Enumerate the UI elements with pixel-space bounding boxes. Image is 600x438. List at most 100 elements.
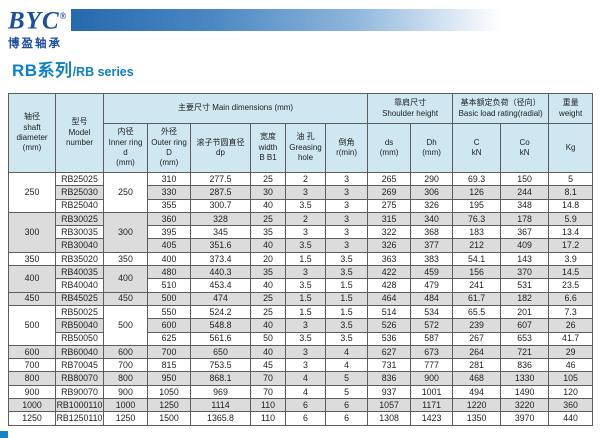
- cell-ds: 731: [367, 358, 412, 373]
- cell-chamfer: 3: [324, 185, 369, 200]
- cell-dh: 1171: [410, 398, 454, 413]
- cell-c-kn: 1350: [452, 411, 502, 426]
- table-row: 400 RB40035 400 480 440.3 35 3 3.5 422 459 156 370 1…: [8, 265, 594, 293]
- cell-ds: 464: [367, 291, 412, 306]
- cell-inner-ring: 300: [103, 211, 148, 253]
- table-row: 700 RB70045 700 815 753.5 45 3 4 731 777 281 836 46: [8, 358, 594, 373]
- cell-co-kn: 348: [500, 198, 550, 213]
- cell-shaft-diameter: 800: [8, 371, 56, 386]
- cell-dh: 479: [410, 278, 454, 293]
- header-roller-pitch-diameter: 滚子节圆直径 dp: [190, 123, 251, 173]
- cell-width: 25: [250, 211, 286, 227]
- cell-model-number: RB1000110: [55, 398, 104, 413]
- table-row: RB40040 510 453.4 40 3.5 1.5 428 479 241 531 23.5: [9, 278, 594, 293]
- cell-c-kn: 183: [452, 225, 502, 240]
- cell-model-number: RB25030: [55, 185, 104, 200]
- cell-width: 35: [250, 265, 286, 280]
- cell-roller-pitch-diameter: 561.6: [190, 331, 251, 346]
- cell-outer-ring: 1250: [147, 398, 191, 413]
- cell-greasing-hole: 3.5: [285, 198, 326, 213]
- cell-dh: 368: [410, 225, 454, 240]
- cell-greasing-hole: 3: [285, 225, 326, 240]
- cell-dh: 340: [410, 211, 454, 227]
- cell-inner-ring: 1000: [103, 398, 148, 413]
- cell-roller-pitch-diameter: 300.7: [190, 198, 251, 213]
- table-header: 轴径 shaft diameter (mm) 型号 Model number 主…: [8, 93, 594, 173]
- cell-outer-ring: 400: [147, 251, 191, 267]
- cell-shaft-diameter: 350: [8, 251, 56, 267]
- brand-logo-text: BYC: [8, 7, 60, 35]
- cell-co-kn: 244: [500, 185, 550, 200]
- cell-ds: 363: [367, 251, 412, 267]
- cell-outer-ring: 815: [147, 358, 191, 373]
- cell-kg: 29: [548, 344, 594, 360]
- cell-co-kn: 409: [500, 238, 550, 253]
- header-greasing-hole: 油 孔 Greasing hole: [285, 123, 326, 173]
- cell-outer-ring: 355: [147, 198, 191, 213]
- cell-greasing-hole: 3.5: [285, 278, 326, 293]
- header-shaft-diameter: 轴径 shaft diameter (mm): [8, 93, 56, 173]
- cell-c-kn: 65.5: [452, 304, 502, 320]
- table-body: 250 RB25025 250 310 277.5 25 2 3 265 290 69.3 150 5 R…: [8, 171, 594, 426]
- cell-model-number: RB40035: [55, 265, 104, 280]
- cell-kg: 7.3: [548, 304, 594, 320]
- cell-co-kn: 653: [500, 331, 550, 346]
- table-row: RB50050 625 561.6 50 3.5 3.5 536 587 267 653 41.7: [9, 331, 594, 346]
- cell-c-kn: 264: [452, 344, 502, 360]
- cell-roller-pitch-diameter: 351.6: [190, 238, 251, 253]
- header-main-dimensions: 主要尺寸 Main dimensions (mm): [102, 93, 369, 124]
- cell-greasing-hole: 3: [285, 318, 326, 333]
- cell-c-kn: 468: [452, 371, 502, 386]
- cell-c-kn: 69.3: [452, 171, 502, 187]
- cell-dh: 534: [410, 304, 454, 320]
- cell-c-kn: 239: [452, 318, 502, 333]
- cell-greasing-hole: 3: [285, 265, 326, 280]
- cell-chamfer: 1.5: [324, 291, 369, 306]
- cell-width: 25: [250, 304, 286, 320]
- cell-chamfer: 3.5: [324, 318, 369, 333]
- cell-co-kn: 370: [500, 265, 550, 280]
- cell-kg: 46: [548, 358, 594, 373]
- header-model-number: 型号 Model number: [55, 93, 104, 173]
- cell-outer-ring: 1050: [147, 384, 191, 400]
- cell-co-kn: 607: [500, 318, 550, 333]
- cell-kg: 105: [548, 371, 594, 386]
- cell-dh: 673: [410, 344, 454, 360]
- cell-co-kn: 367: [500, 225, 550, 240]
- cell-ds: 326: [367, 238, 412, 253]
- cell-c-kn: 212: [452, 238, 502, 253]
- cell-chamfer: 3.5: [324, 265, 369, 280]
- cell-outer-ring: 600: [147, 318, 191, 333]
- cell-c-kn: 267: [452, 331, 502, 346]
- cell-dh: 1423: [410, 411, 454, 426]
- cell-chamfer: 1.5: [324, 278, 369, 293]
- cell-chamfer: 4: [324, 344, 369, 360]
- header-group-row: 轴径 shaft diameter (mm) 型号 Model number 主…: [8, 93, 594, 173]
- cell-chamfer: 3: [324, 238, 369, 253]
- header-c-kn: C kN: [452, 123, 502, 173]
- cell-greasing-hole: 1.5: [285, 251, 326, 267]
- cell-outer-ring: 1500: [147, 411, 191, 426]
- cell-model-number: RB50050: [55, 331, 104, 346]
- cell-ds: 514: [367, 304, 412, 320]
- cell-inner-ring: 500: [103, 304, 148, 346]
- cell-co-kn: 143: [500, 251, 550, 267]
- cell-roller-pitch-diameter: 328: [190, 211, 251, 227]
- cell-width: 110: [250, 411, 286, 426]
- cell-model-number: RB35020: [55, 251, 104, 267]
- cell-roller-pitch-diameter: 868.1: [190, 371, 251, 386]
- cell-width: 70: [250, 384, 286, 400]
- cell-model-number: RB60040: [55, 344, 104, 360]
- cell-model-number: RB50025: [55, 304, 104, 320]
- header-inner-ring: 内径 Inner ring d (mm): [103, 123, 148, 173]
- cell-width: 40: [250, 198, 286, 213]
- cell-roller-pitch-diameter: 287.5: [190, 185, 251, 200]
- cell-chamfer: 6: [324, 411, 369, 426]
- cell-inner-ring: 1250: [103, 411, 148, 426]
- cell-model-number: RB30040: [55, 238, 104, 253]
- cell-kg: 5: [548, 171, 594, 187]
- cell-c-kn: 126: [452, 185, 502, 200]
- cell-shaft-diameter: 300: [8, 211, 56, 253]
- cell-inner-ring: 250: [103, 172, 148, 213]
- cell-dh: 290: [410, 171, 454, 187]
